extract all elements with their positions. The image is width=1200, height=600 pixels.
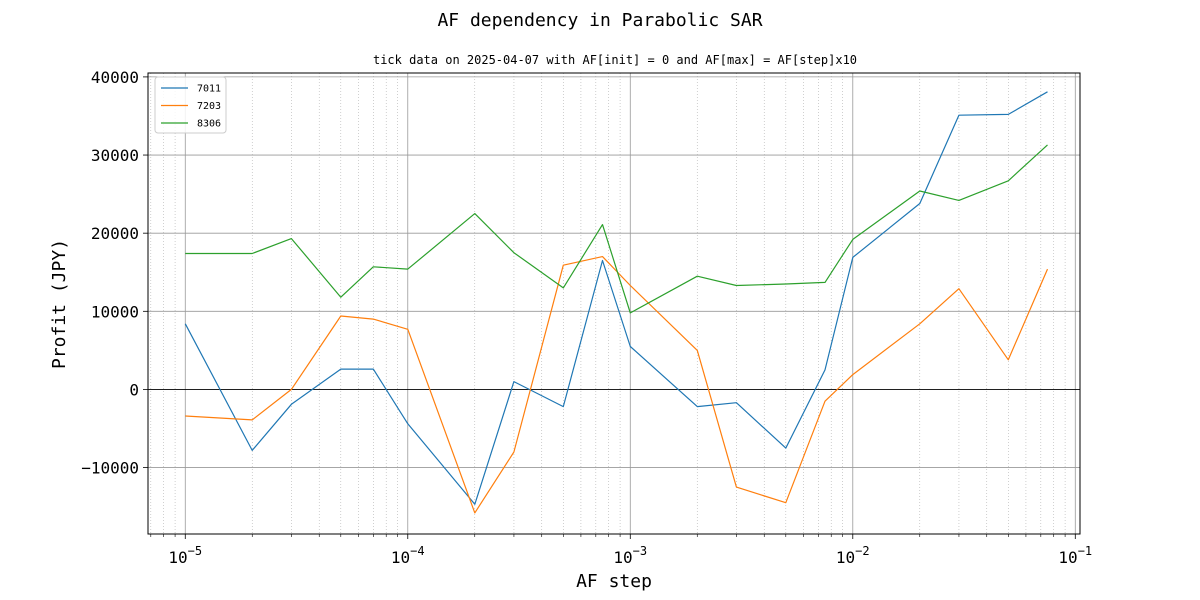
y-tick-label: 40000 [91, 68, 139, 87]
legend: 7011 7203 8306 [154, 76, 227, 134]
y-tick-label: 0 [129, 380, 139, 399]
plot-frame [147, 72, 1081, 535]
legend-label-7203: 7203 [197, 101, 221, 112]
x-tick-label: 10−4 [391, 544, 425, 567]
y-tick-label: 10000 [91, 302, 139, 321]
chart-title: AF dependency in Parabolic SAR [437, 10, 762, 31]
legend-label-7011: 7011 [197, 84, 221, 95]
x-tick-label: 10−5 [168, 544, 202, 567]
series-lines [184, 91, 1049, 514]
series-line-7011 [184, 91, 1048, 505]
y-axis-title: Profit (JPY) [49, 239, 70, 369]
x-axis-title: AF step [576, 571, 652, 592]
grid [148, 73, 1080, 534]
x-tick-label: 10−1 [1058, 544, 1092, 567]
y-tick-label: −10000 [81, 459, 139, 478]
series-line-8306 [185, 144, 1048, 314]
y-tick-label: 20000 [91, 224, 139, 243]
legend-label-8306: 8306 [197, 119, 221, 130]
x-axis-ticks: 10−5 10−4 10−3 10−2 10−1 [150, 534, 1092, 567]
y-axis-ticks: −10000 0 10000 20000 30000 40000 [81, 68, 148, 478]
legend-box [154, 76, 227, 134]
x-tick-label: 10−2 [836, 544, 870, 567]
series-line-7203 [185, 256, 1049, 514]
y-tick-label: 30000 [91, 146, 139, 165]
x-tick-label: 10−3 [613, 544, 647, 567]
chart-subtitle: tick data on 2025-04-07 with AF[init] = … [373, 53, 857, 67]
